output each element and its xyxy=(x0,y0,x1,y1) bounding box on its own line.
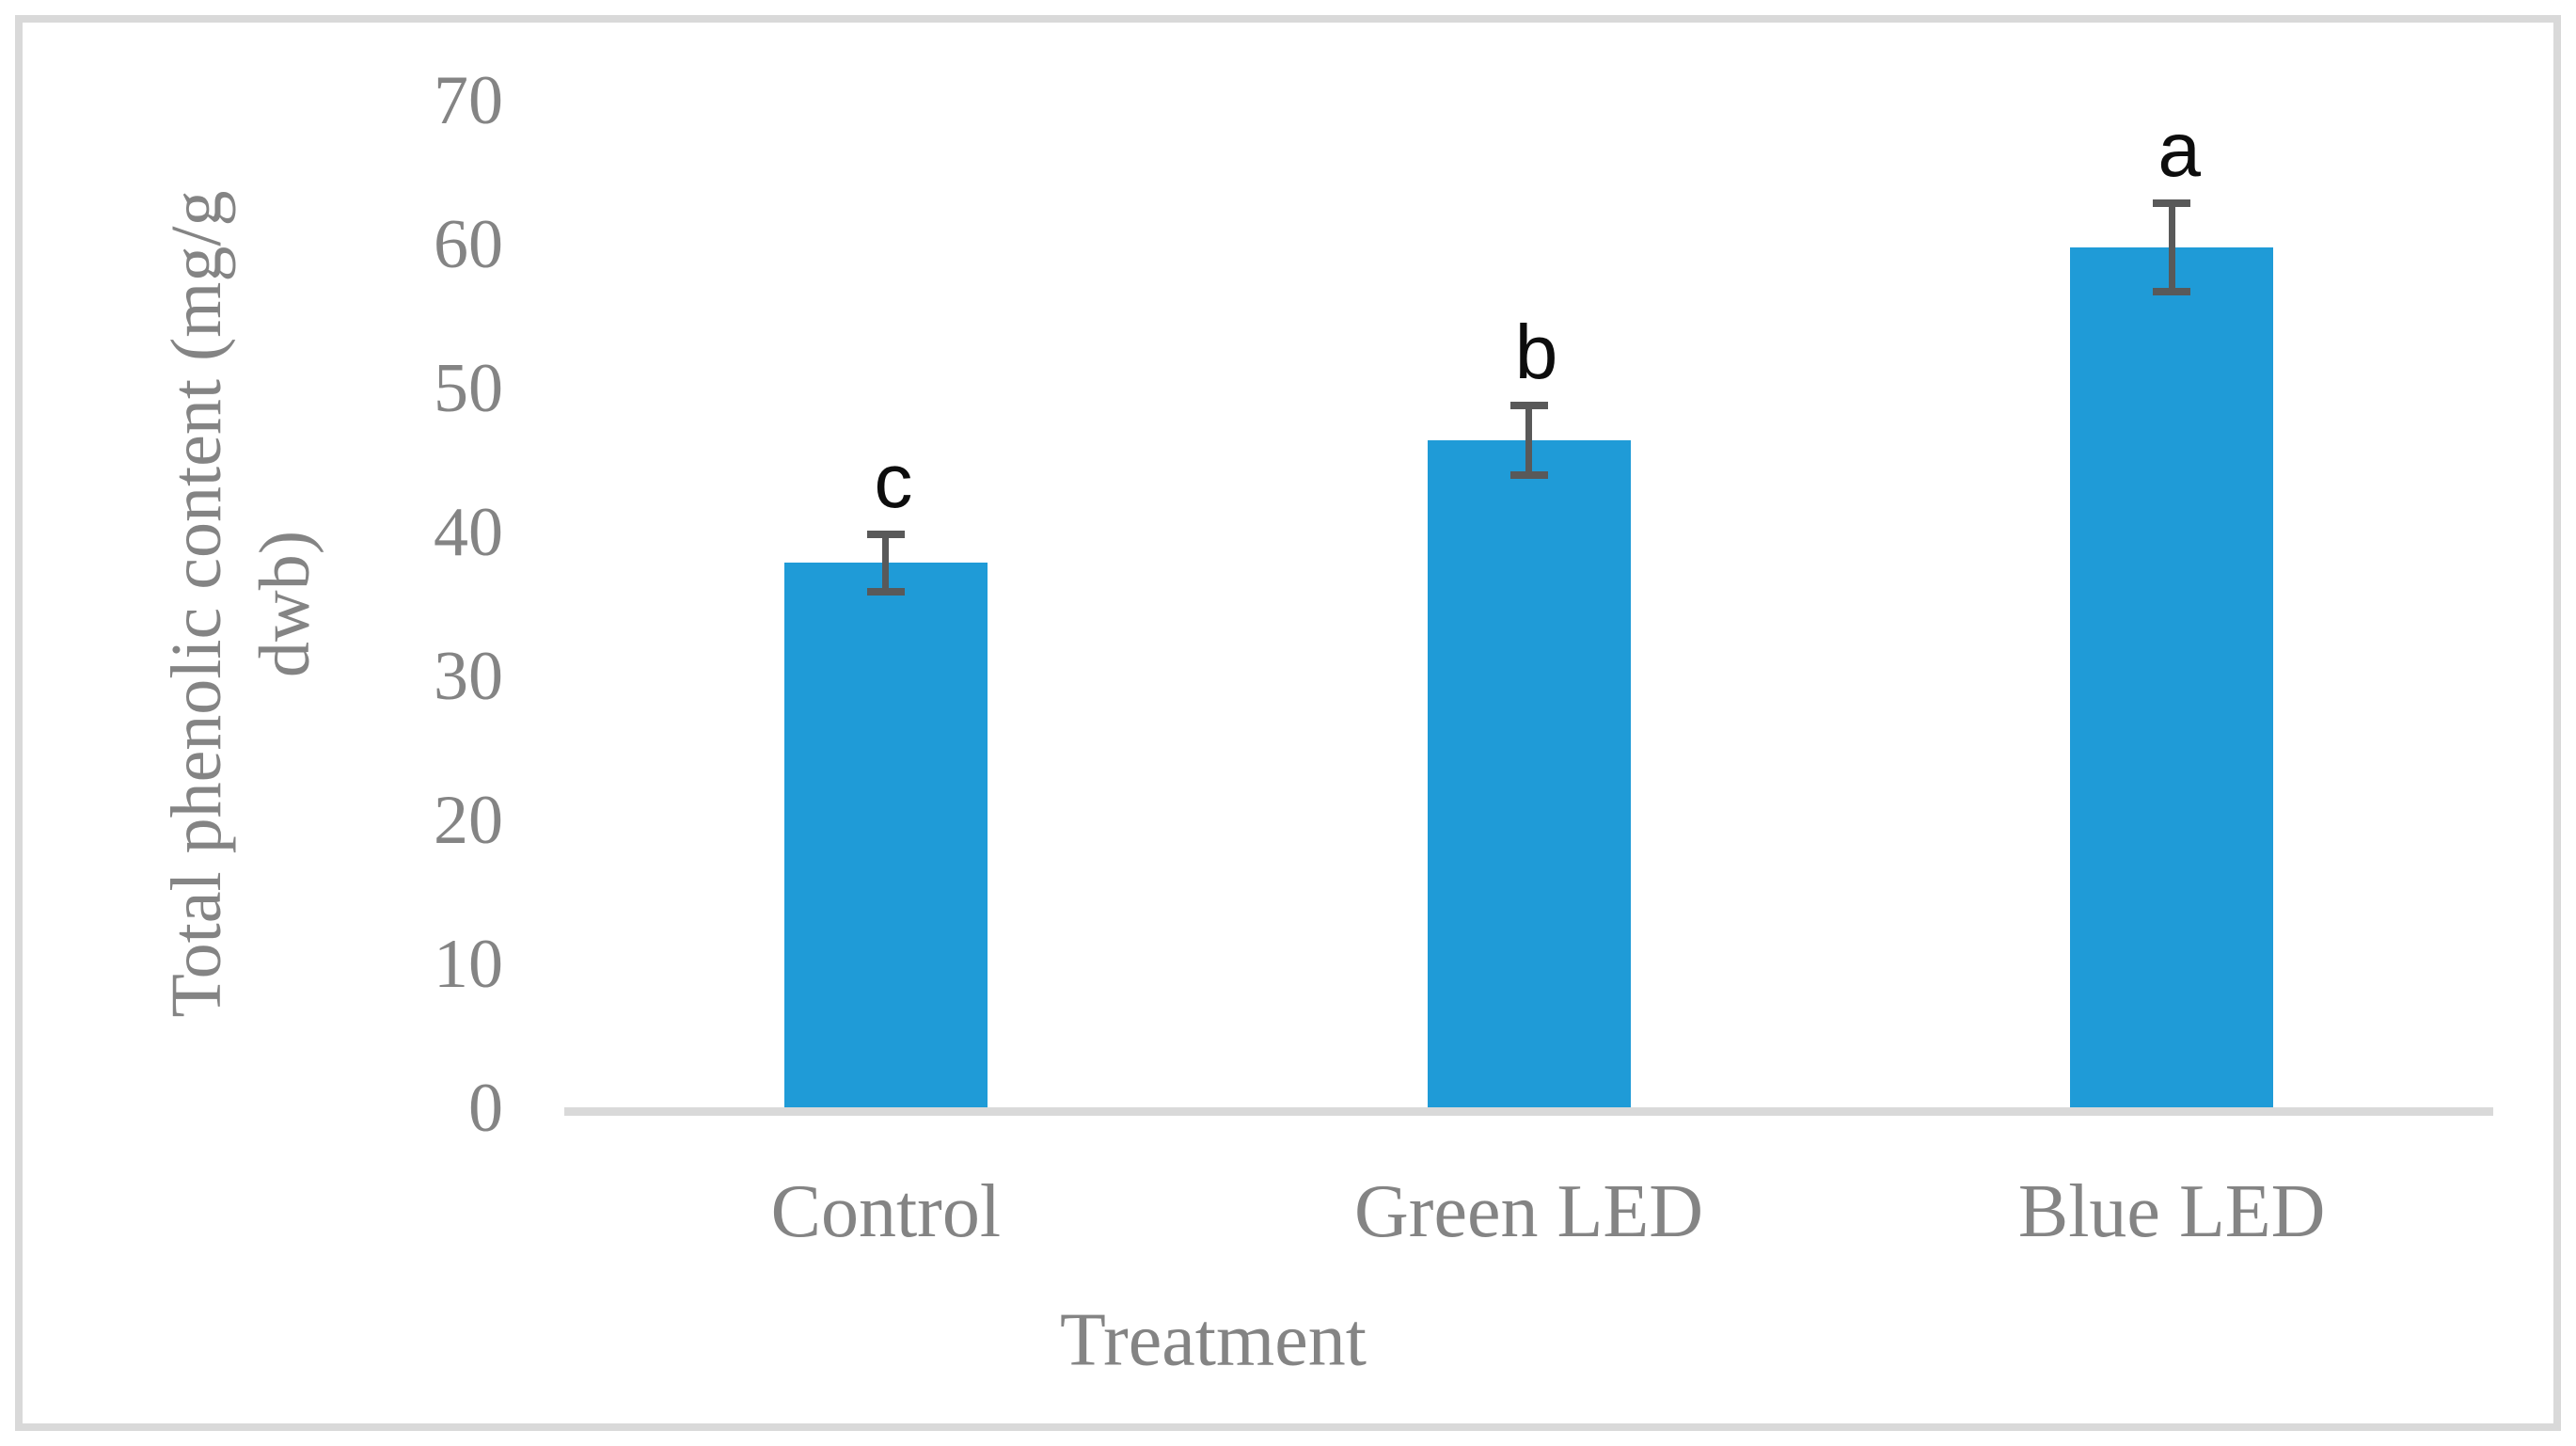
bar-blue-led xyxy=(2070,247,2274,1111)
y-tick-label-60: 60 xyxy=(434,206,503,283)
error-cap-bottom-blue-led xyxy=(2153,288,2191,296)
chart-frame xyxy=(15,15,2561,1431)
y-tick-label-50: 50 xyxy=(434,350,503,427)
x-category-label-green-led: Green LED xyxy=(1354,1170,1703,1253)
significance-letter-blue-led: a xyxy=(2157,106,2201,193)
y-axis-title-line-1: Total phenolic content (mg/g xyxy=(157,190,236,1018)
x-axis-line xyxy=(564,1107,2493,1116)
error-whisker-blue-led xyxy=(2168,202,2175,293)
x-category-label-control: Control xyxy=(770,1170,1002,1253)
error-cap-bottom-green-led xyxy=(1509,470,1548,479)
y-tick-label-20: 20 xyxy=(434,782,503,859)
significance-letter-control: c xyxy=(874,437,913,524)
y-axis-title-line-2: dwb) xyxy=(245,530,324,678)
error-whisker-control xyxy=(882,533,890,592)
error-whisker-green-led xyxy=(1525,405,1532,475)
y-axis-title: Total phenolic content (mg/g dwb) xyxy=(152,190,329,1017)
error-cap-top-control xyxy=(866,530,905,538)
y-tick-label-70: 70 xyxy=(434,62,503,139)
significance-letter-green-led: b xyxy=(1514,310,1558,396)
x-axis-title: Treatment xyxy=(1060,1298,1367,1382)
y-tick-label-0: 0 xyxy=(468,1070,503,1147)
error-cap-bottom-control xyxy=(866,587,905,596)
y-tick-label-10: 10 xyxy=(434,926,503,1003)
bar-green-led xyxy=(1427,440,1631,1111)
error-cap-top-green-led xyxy=(1509,402,1548,410)
x-category-label-blue-led: Blue LED xyxy=(2017,1170,2326,1253)
y-tick-label-40: 40 xyxy=(434,494,503,571)
bar-control xyxy=(783,563,988,1111)
error-cap-top-blue-led xyxy=(2153,199,2191,207)
y-tick-label-30: 30 xyxy=(434,638,503,715)
